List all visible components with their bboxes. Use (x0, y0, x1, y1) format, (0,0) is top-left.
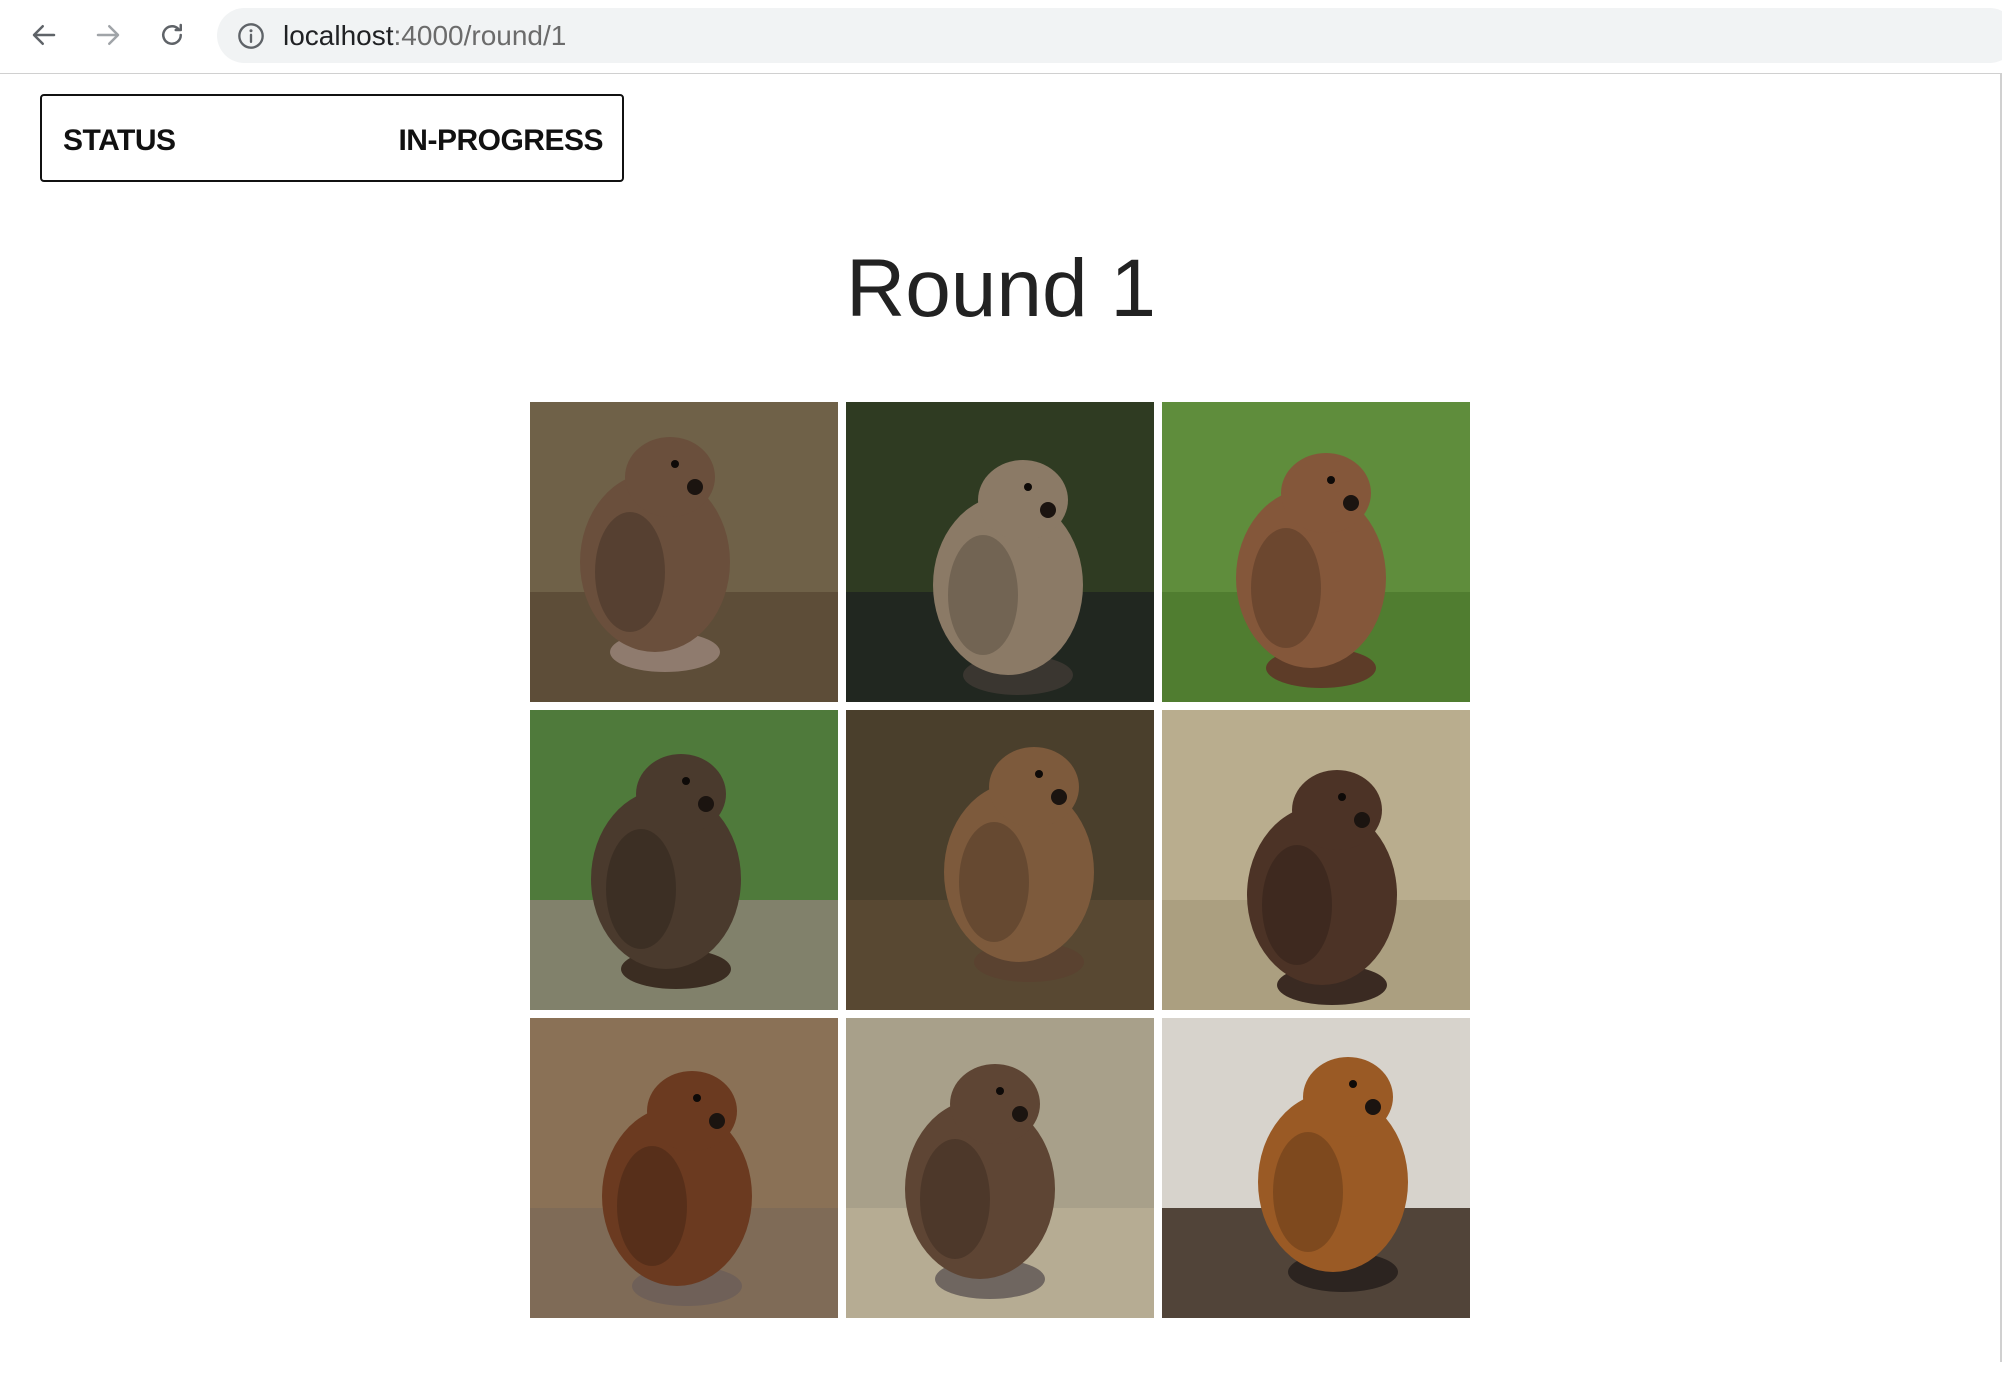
page-content: STATUS IN-PROGRESS Round 1 (0, 74, 2002, 1362)
image-grid (530, 402, 1470, 1392)
beaver-image-tile[interactable] (1162, 402, 1470, 702)
beaver-photo (530, 402, 838, 702)
beaver-image-tile[interactable] (530, 1018, 838, 1318)
beaver-photo (1162, 1018, 1470, 1318)
arrow-right-icon (96, 25, 120, 45)
beaver-photo (846, 1018, 1154, 1318)
info-icon[interactable] (237, 22, 265, 50)
beaver-image-tile[interactable] (530, 402, 838, 702)
forward-button[interactable] (88, 15, 128, 55)
reload-icon (162, 23, 182, 45)
beaver-photo (530, 1018, 838, 1318)
reload-button[interactable] (152, 15, 192, 55)
page-title: Round 1 (845, 243, 1157, 334)
status-panel: STATUS IN-PROGRESS (40, 94, 624, 182)
address-bar[interactable]: localhost:4000/round/1 (217, 8, 2002, 63)
beaver-image-tile[interactable] (846, 710, 1154, 1010)
beaver-image-tile[interactable] (1162, 710, 1470, 1010)
beaver-photo (1162, 402, 1470, 702)
beaver-photo (846, 402, 1154, 702)
back-button[interactable] (24, 15, 64, 55)
url-host: localhost (283, 20, 394, 51)
window-edge (2000, 74, 2002, 1362)
status-label: STATUS (63, 124, 176, 157)
browser-toolbar: localhost:4000/round/1 (0, 0, 2002, 74)
beaver-photo (846, 710, 1154, 1010)
beaver-image-tile[interactable] (1162, 1018, 1470, 1318)
beaver-photo (530, 710, 838, 1010)
beaver-image-tile[interactable] (846, 1018, 1154, 1318)
status-value: IN-PROGRESS (398, 124, 603, 157)
url-text[interactable]: localhost:4000/round/1 (283, 21, 566, 51)
url-path: :4000/round/1 (393, 20, 567, 51)
beaver-image-tile[interactable] (846, 402, 1154, 702)
beaver-image-tile[interactable] (530, 710, 838, 1010)
beaver-photo (1162, 710, 1470, 1010)
arrow-left-icon (32, 25, 56, 45)
